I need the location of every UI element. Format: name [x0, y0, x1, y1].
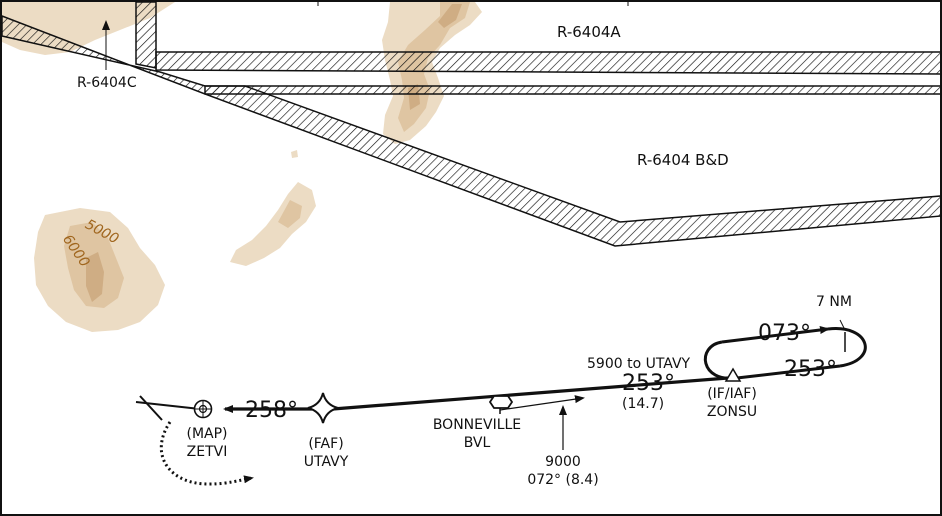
terrain-ridge-east	[230, 182, 316, 266]
hold-distance-label: 7 NM	[816, 294, 852, 310]
hold-outbound-leg	[721, 326, 830, 344]
zetvi-name-label: ZETVI	[186, 444, 228, 460]
restricted-airspace	[1, 1, 942, 247]
utavy-role-label: (FAF)	[308, 436, 344, 452]
zetvi-role-label: (MAP)	[186, 426, 228, 442]
zonsu-name-label: ZONSU	[706, 404, 758, 420]
hold-outbound-course: 073°	[758, 321, 811, 346]
terrain-ridge-east-mid	[278, 200, 302, 228]
r6404a-horizontal-band	[155, 51, 942, 75]
hold-inbound-leg	[736, 364, 841, 380]
final-course: 258°	[245, 398, 298, 423]
hold-inbound-course: 253°	[784, 357, 837, 382]
label-r6404bd: R-6404 B&D	[637, 151, 729, 169]
segment-course: 253°	[622, 371, 675, 396]
segment-distance: (14.7)	[622, 396, 665, 412]
terrain-island-west-dark	[86, 252, 104, 302]
utavy-faf-symbol	[307, 392, 339, 424]
r6404c-vertical-band	[135, 1, 157, 69]
hold-east-turn	[827, 327, 867, 368]
vor-note-radial: 072° (8.4)	[527, 472, 599, 488]
vor-note-altitude: 9000	[545, 454, 581, 470]
approach-course	[135, 376, 729, 486]
zonsu-triangle	[724, 367, 742, 382]
r6404bd-west-band	[1, 14, 942, 95]
bvl-vortac-symbol	[488, 395, 514, 409]
bvl-id-label: BVL	[463, 435, 491, 451]
terrain-spot	[291, 150, 298, 158]
zonsu-role-label: (IF/IAF)	[707, 386, 757, 402]
course-reversal-tick	[139, 395, 163, 421]
hold-distance-leader	[839, 319, 846, 331]
missed-approach-dotted-path	[159, 421, 254, 486]
segment-altitude: 5900 to UTAVY	[587, 356, 691, 372]
vor-radial-arrow	[499, 395, 585, 411]
utavy-name-label: UTAVY	[303, 454, 349, 470]
terrain-ridge-north-dark	[438, 4, 462, 28]
fix-symbols	[193, 367, 742, 424]
zonsu-to-utavy-course	[332, 376, 729, 411]
r6404bd-diagonal-band	[204, 85, 942, 247]
label-r6404c: R-6404C	[77, 75, 137, 91]
label-r6404a: R-6404A	[557, 23, 621, 41]
terrain-ridge-north	[382, 2, 482, 144]
bvl-name-label: BONNEVILLE	[432, 417, 522, 433]
